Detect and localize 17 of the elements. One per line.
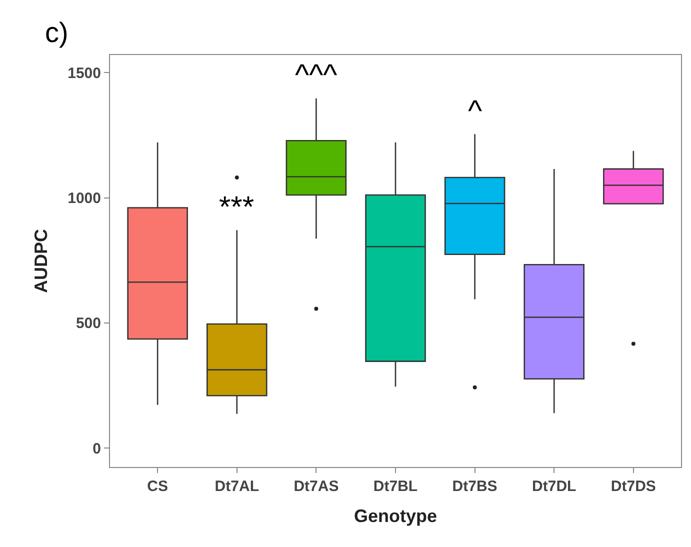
x-tick-label: CS: [147, 478, 168, 495]
x-tick-label: Dt7BS: [452, 478, 498, 495]
text: c): [45, 17, 68, 48]
x-axis-title: Genotype: [354, 506, 438, 526]
x-tick-label: Dt7BL: [373, 478, 418, 495]
annotation: ***: [219, 191, 254, 224]
x-tick-label: Dt7AL: [214, 478, 259, 495]
y-tick-label: 1500: [68, 64, 101, 82]
y-tick-label: 1000: [68, 190, 101, 208]
annotation: ^^^: [295, 59, 338, 92]
annotation: ^: [468, 95, 482, 128]
x-tick-label: Dt7AS: [294, 478, 339, 495]
y-tick-label: 500: [76, 315, 101, 332]
y-axis-title: AUDPC: [30, 228, 51, 294]
y-tick-label: 0: [92, 440, 101, 458]
x-tick-label: Dt7DL: [532, 478, 576, 495]
x-tick-label: Dt7DS: [610, 478, 656, 495]
